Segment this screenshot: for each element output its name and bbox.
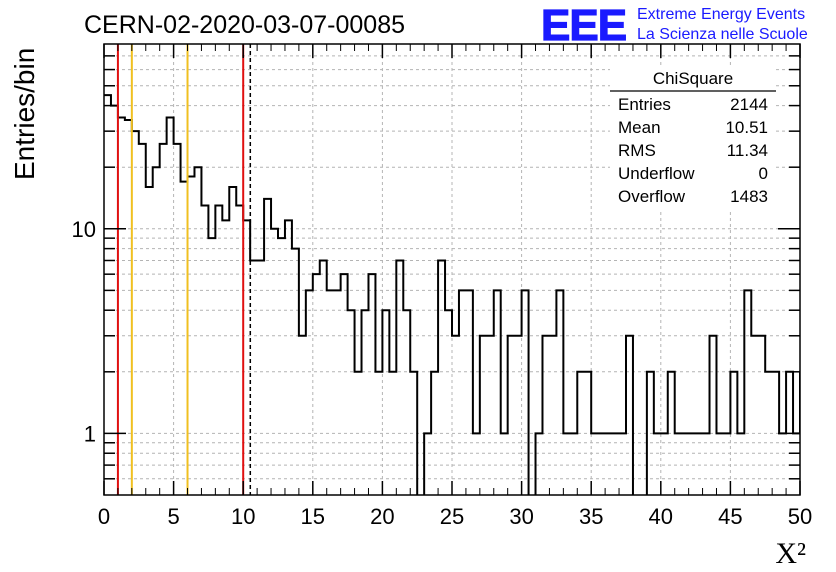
stats-value-entries: 2144 [730,95,768,114]
stats-value-overflow: 1483 [730,187,768,206]
eee-logo: EEE Extreme Energy Events La Scienza nel… [540,0,808,50]
logo-line-1: Extreme Energy Events [637,6,805,23]
histogram [104,94,800,495]
stats-label-entries: Entries [618,95,671,114]
stats-label-mean: Mean [618,118,661,137]
histogram-line [104,94,800,495]
stats-label-rms: RMS [618,141,656,160]
x-axis-label: X² [775,537,806,570]
y-tick-label: 1 [84,421,96,446]
x-tick-label: 35 [579,504,603,529]
x-tick-label: 30 [509,504,533,529]
tick-labels: 0 5 10 15 20 25 30 35 40 45 50 1 10 [72,217,813,529]
axes [103,43,801,496]
stats-box: ChiSquare Entries 2144 Mean 10.51 RMS 11… [610,67,776,209]
logo-mark: EEE [541,1,626,50]
reference-lines [116,44,252,495]
stats-label-overflow: Overflow [618,187,686,206]
y-axis-label: Entries/bin [9,48,40,180]
x-tick-label: 5 [167,504,179,529]
x-tick-label: 45 [718,504,742,529]
logo-line-2: La Scienza nelle Scuole [637,26,808,43]
stats-value-underflow: 0 [759,164,768,183]
stats-value-mean: 10.51 [725,118,768,137]
stats-value-rms: 11.34 [727,141,768,160]
x-tick-label: 20 [370,504,394,529]
stats-title: ChiSquare [653,69,733,88]
x-tick-label: 25 [440,504,464,529]
x-tick-label: 15 [301,504,325,529]
x-tick-label: 50 [788,504,812,529]
stats-label-underflow: Underflow [618,164,695,183]
y-tick-label: 10 [72,217,96,242]
chart-title: CERN-02-2020-03-07-00085 [84,11,405,39]
x-tick-label: 10 [231,504,255,529]
x-tick-label: 0 [98,504,110,529]
x-tick-label: 40 [649,504,673,529]
